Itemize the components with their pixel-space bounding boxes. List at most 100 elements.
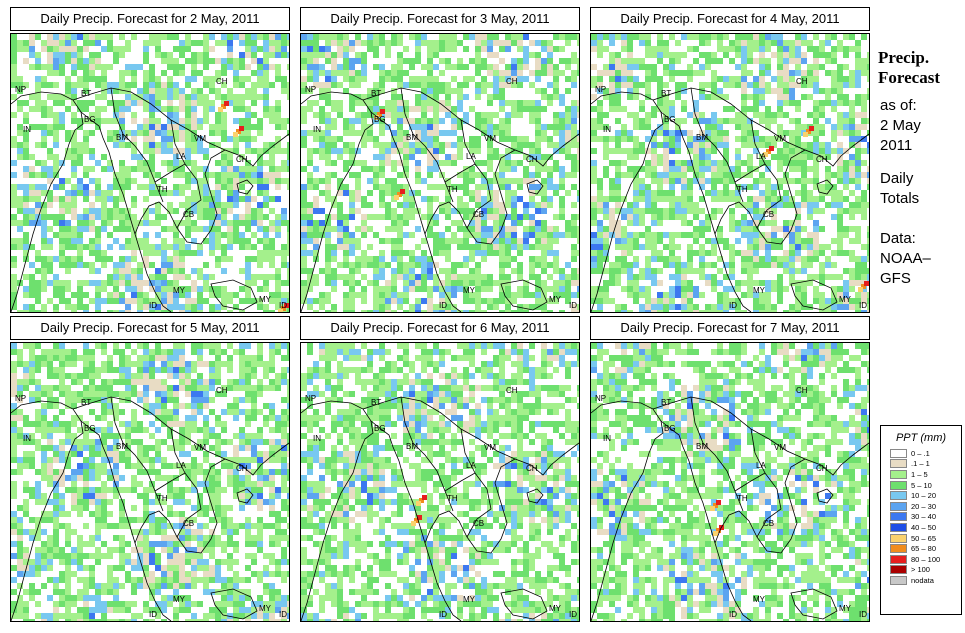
precip-cell	[609, 34, 615, 40]
precip-cell	[855, 274, 861, 280]
precip-cell	[325, 112, 331, 118]
precip-cell	[535, 58, 541, 64]
precip-cell	[487, 184, 493, 190]
precip-cell	[11, 304, 17, 310]
precip-cell	[819, 292, 825, 298]
precip-cell	[167, 142, 173, 148]
precip-cell	[747, 160, 753, 166]
precip-cell	[397, 112, 403, 118]
precip-cell	[609, 274, 615, 280]
precip-cell	[861, 190, 867, 196]
precip-cell	[699, 64, 705, 70]
precip-cell	[547, 136, 553, 142]
precip-cell	[445, 286, 451, 292]
precip-cell	[511, 166, 517, 172]
precip-cell	[167, 292, 173, 298]
precip-cell	[843, 160, 849, 166]
precip-cell	[41, 40, 47, 46]
precip-cell	[645, 184, 651, 190]
precip-cell	[789, 304, 795, 310]
precip-cell	[227, 34, 233, 40]
precip-cell	[517, 214, 523, 220]
precip-cell	[523, 214, 529, 220]
precip-cell	[11, 196, 17, 202]
precip-cell	[245, 88, 251, 94]
precip-cell	[113, 403, 119, 409]
precip-cell	[535, 232, 541, 238]
precip-cell	[681, 172, 687, 178]
precip-cell	[511, 214, 517, 220]
precip-cell	[203, 154, 209, 160]
precip-cell	[535, 76, 541, 82]
precip-cell	[47, 349, 53, 355]
precip-cell	[765, 88, 771, 94]
precip-cell	[143, 46, 149, 52]
precip-cell	[645, 112, 651, 118]
precip-cell	[47, 52, 53, 58]
precip-cell	[645, 202, 651, 208]
precip-cell	[137, 88, 143, 94]
precip-cell	[789, 274, 795, 280]
precip-cell	[161, 124, 167, 130]
precip-cell	[723, 34, 729, 40]
precip-cell	[275, 349, 281, 355]
precip-cell	[269, 262, 275, 268]
precip-cell	[433, 94, 439, 100]
precip-cell	[729, 208, 735, 214]
precip-cell	[245, 268, 251, 274]
precip-cell	[95, 196, 101, 202]
precip-cell	[331, 286, 337, 292]
precip-cell	[609, 64, 615, 70]
precip-cell	[609, 40, 615, 46]
precip-cell	[361, 40, 367, 46]
precip-cell	[343, 58, 349, 64]
heavy-precip-cell	[281, 306, 286, 311]
precip-cell	[651, 244, 657, 250]
precip-cell	[627, 244, 633, 250]
precip-cell	[83, 262, 89, 268]
precip-cell	[149, 367, 155, 373]
precip-cell	[101, 250, 107, 256]
precip-cell	[705, 118, 711, 124]
precip-cell	[729, 244, 735, 250]
precip-cell	[645, 40, 651, 46]
precip-cell	[633, 298, 639, 304]
precip-cell	[729, 268, 735, 274]
precip-cell	[789, 100, 795, 106]
precip-cell	[547, 226, 553, 232]
precip-cell	[47, 124, 53, 130]
precip-cell	[349, 196, 355, 202]
precip-cell	[173, 172, 179, 178]
precip-cell	[403, 82, 409, 88]
precip-cell	[403, 274, 409, 280]
precip-cell	[179, 343, 185, 349]
precip-cell	[29, 286, 35, 292]
precip-cell	[239, 286, 245, 292]
precip-cell	[675, 82, 681, 88]
precip-cell	[663, 160, 669, 166]
precip-cell	[867, 70, 869, 76]
precip-cell	[831, 52, 837, 58]
precip-cell	[777, 292, 783, 298]
precip-cell	[47, 403, 53, 409]
precip-cell	[723, 136, 729, 142]
precip-cell	[65, 391, 71, 397]
precip-cell	[481, 250, 487, 256]
precip-cell	[331, 64, 337, 70]
precip-cell	[813, 250, 819, 256]
precip-cell	[209, 286, 215, 292]
precip-cell	[17, 409, 23, 415]
heavy-precip-cell	[224, 101, 229, 106]
precip-cell	[427, 118, 433, 124]
precip-cell	[385, 112, 391, 118]
precip-cell	[77, 58, 83, 64]
precip-cell	[29, 46, 35, 52]
precip-cell	[663, 40, 669, 46]
precip-cell	[65, 256, 71, 262]
precip-cell	[523, 34, 529, 40]
precip-cell	[149, 409, 155, 415]
precip-cell	[669, 232, 675, 238]
precip-cell	[301, 52, 307, 58]
precip-cell	[203, 280, 209, 286]
precip-cell	[233, 34, 239, 40]
